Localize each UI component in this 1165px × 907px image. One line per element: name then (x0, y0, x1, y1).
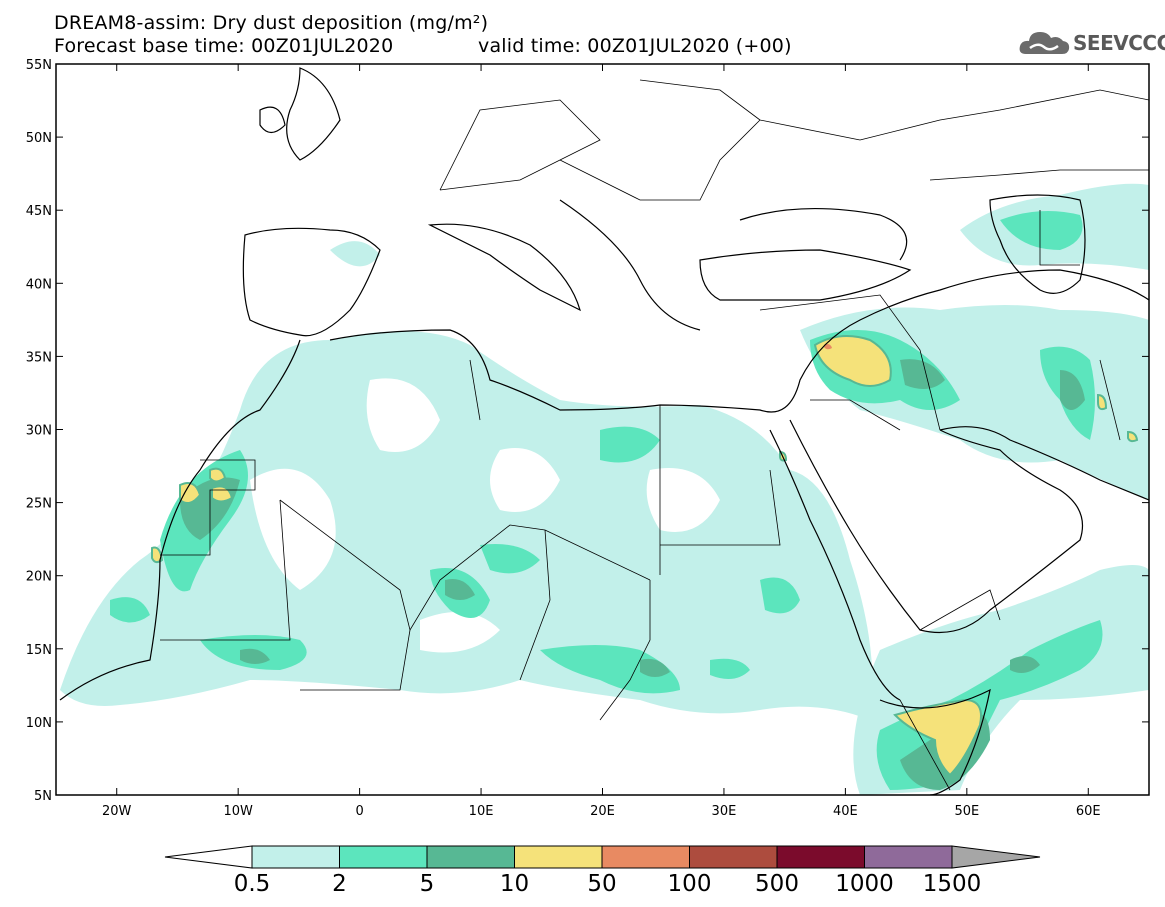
colorbar-box (601, 845, 690, 869)
colorbar-box (689, 845, 778, 869)
colorbar-under-arrow (164, 845, 253, 869)
lon-tick-label: 10E (469, 804, 494, 819)
lat-tick-label: 35N (26, 350, 52, 365)
lat-tick-label: 10N (26, 716, 52, 731)
colorbar (164, 845, 1041, 869)
ireland-outline (259, 106, 286, 134)
dust-level-10 (151, 335, 1139, 777)
longitude-ticks: 20W 10W 0 10E 20E 30E 40E 50E 60E (102, 64, 1101, 819)
lon-tick-label: 10W (223, 804, 253, 819)
lat-tick-label: 15N (26, 643, 52, 658)
colorbar-box (339, 845, 428, 869)
lon-tick-label: 30E (712, 804, 737, 819)
colorbar-level-label: 10 (499, 871, 530, 897)
colorbar-level-label: 0.5 (233, 871, 271, 897)
balkans-coast (559, 199, 701, 331)
caspian-sea-outline (989, 194, 1086, 294)
lat-tick-label: 55N (26, 58, 52, 73)
colorbar-level-label: 1000 (835, 871, 894, 897)
italy-outline (427, 223, 581, 312)
valid-time: valid time: 00Z01JUL2020 (+00) (478, 35, 792, 57)
horn-of-africa-coast (879, 688, 991, 795)
chart-title: DREAM8-assim: Dry dust deposition (mg/m²… (54, 12, 489, 34)
west-africa-coast (59, 339, 301, 701)
seevccc-logo: SEEVCCC (1018, 26, 1165, 60)
lat-tick-label: 50N (26, 131, 52, 146)
lat-tick-label: 5N (34, 789, 52, 804)
colorbar-level-label: 2 (332, 871, 347, 897)
colorbar-level-label: 50 (587, 871, 617, 897)
north-africa-coast (329, 269, 1149, 413)
dust-level-50 (824, 344, 832, 350)
latitude-ticks: 55N 50N 45N 40N 35N 30N 25N 20N 15N 10N 5N (26, 58, 1149, 804)
dust-field (60, 183, 1149, 795)
lon-tick-label: 40E (833, 804, 858, 819)
forecast-base-time: Forecast base time: 00Z01JUL2020 (54, 35, 394, 57)
cloud-logo-icon (1019, 32, 1070, 54)
coastlines (59, 67, 1149, 795)
lon-tick-label: 20E (590, 804, 615, 819)
dust-gaps (250, 378, 940, 653)
colorbar-box (251, 845, 340, 869)
persian-gulf-coast (939, 426, 1149, 501)
colorbar-box (426, 845, 515, 869)
lon-tick-label: 50E (954, 804, 979, 819)
colorbar-box (864, 845, 953, 869)
lat-tick-label: 20N (26, 570, 52, 585)
colorbar-box (776, 845, 865, 869)
colorbar-level-label: 5 (419, 871, 435, 897)
colorbar-box (514, 845, 603, 869)
black-sea-coast (739, 207, 908, 261)
colorbar-level-label: 500 (755, 871, 799, 897)
colorbar-level-label: 1500 (922, 871, 982, 897)
lat-tick-label: 30N (26, 424, 52, 439)
country-borders (160, 79, 1149, 791)
great-britain-outline (286, 67, 341, 161)
iberia-outline (242, 227, 381, 337)
colorbar-over-arrow (951, 845, 1041, 869)
anatolia-outline (699, 249, 912, 301)
colorbar-level-label: 100 (667, 871, 712, 897)
arabian-peninsula-coast (789, 419, 1084, 634)
lat-tick-label: 40N (26, 277, 52, 292)
lon-tick-label: 20W (102, 804, 132, 819)
red-sea-west-coast (769, 429, 901, 701)
lon-tick-label: 60E (1076, 804, 1101, 819)
lat-tick-label: 25N (26, 497, 52, 512)
lon-tick-label: 0 (355, 804, 363, 819)
logo-text: SEEVCCC (1073, 31, 1165, 55)
lat-tick-label: 45N (26, 204, 52, 219)
